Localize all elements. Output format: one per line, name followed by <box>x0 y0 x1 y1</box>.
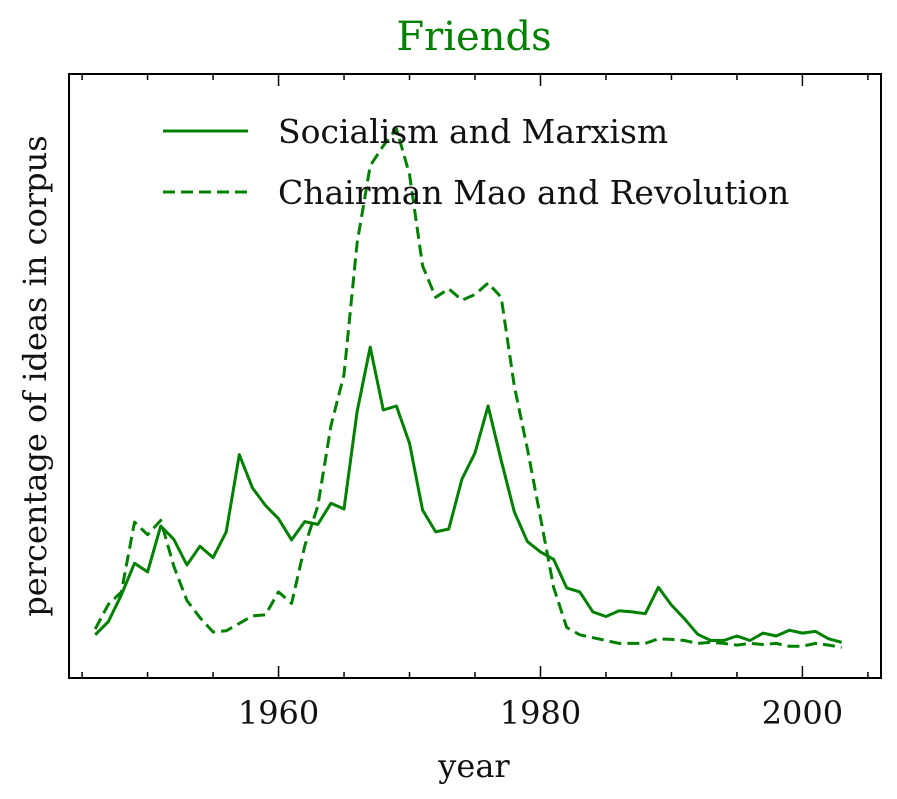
x-tick-label-2000: 2000 <box>762 694 843 732</box>
plot-frame <box>68 73 882 679</box>
x-tick-labels: 1960 1980 2000 <box>238 694 843 732</box>
y-axis-label: percentage of ideas in corpus <box>16 135 54 616</box>
x-axis-label: year <box>437 747 510 785</box>
series-lines <box>93 127 843 649</box>
axis-ticks <box>81 74 869 678</box>
legend: Socialism and Marxism Chairman Mao and R… <box>163 112 789 212</box>
series-line-chairman-mao <box>93 127 842 649</box>
series-line-socialism <box>94 345 843 644</box>
x-tick-label-1980: 1980 <box>500 694 581 732</box>
chart-title: Friends <box>396 14 551 60</box>
legend-label-socialism: Socialism and Marxism <box>278 112 668 151</box>
x-tick-label-1960: 1960 <box>238 694 319 732</box>
legend-label-chairman-mao: Chairman Mao and Revolution <box>278 173 789 212</box>
